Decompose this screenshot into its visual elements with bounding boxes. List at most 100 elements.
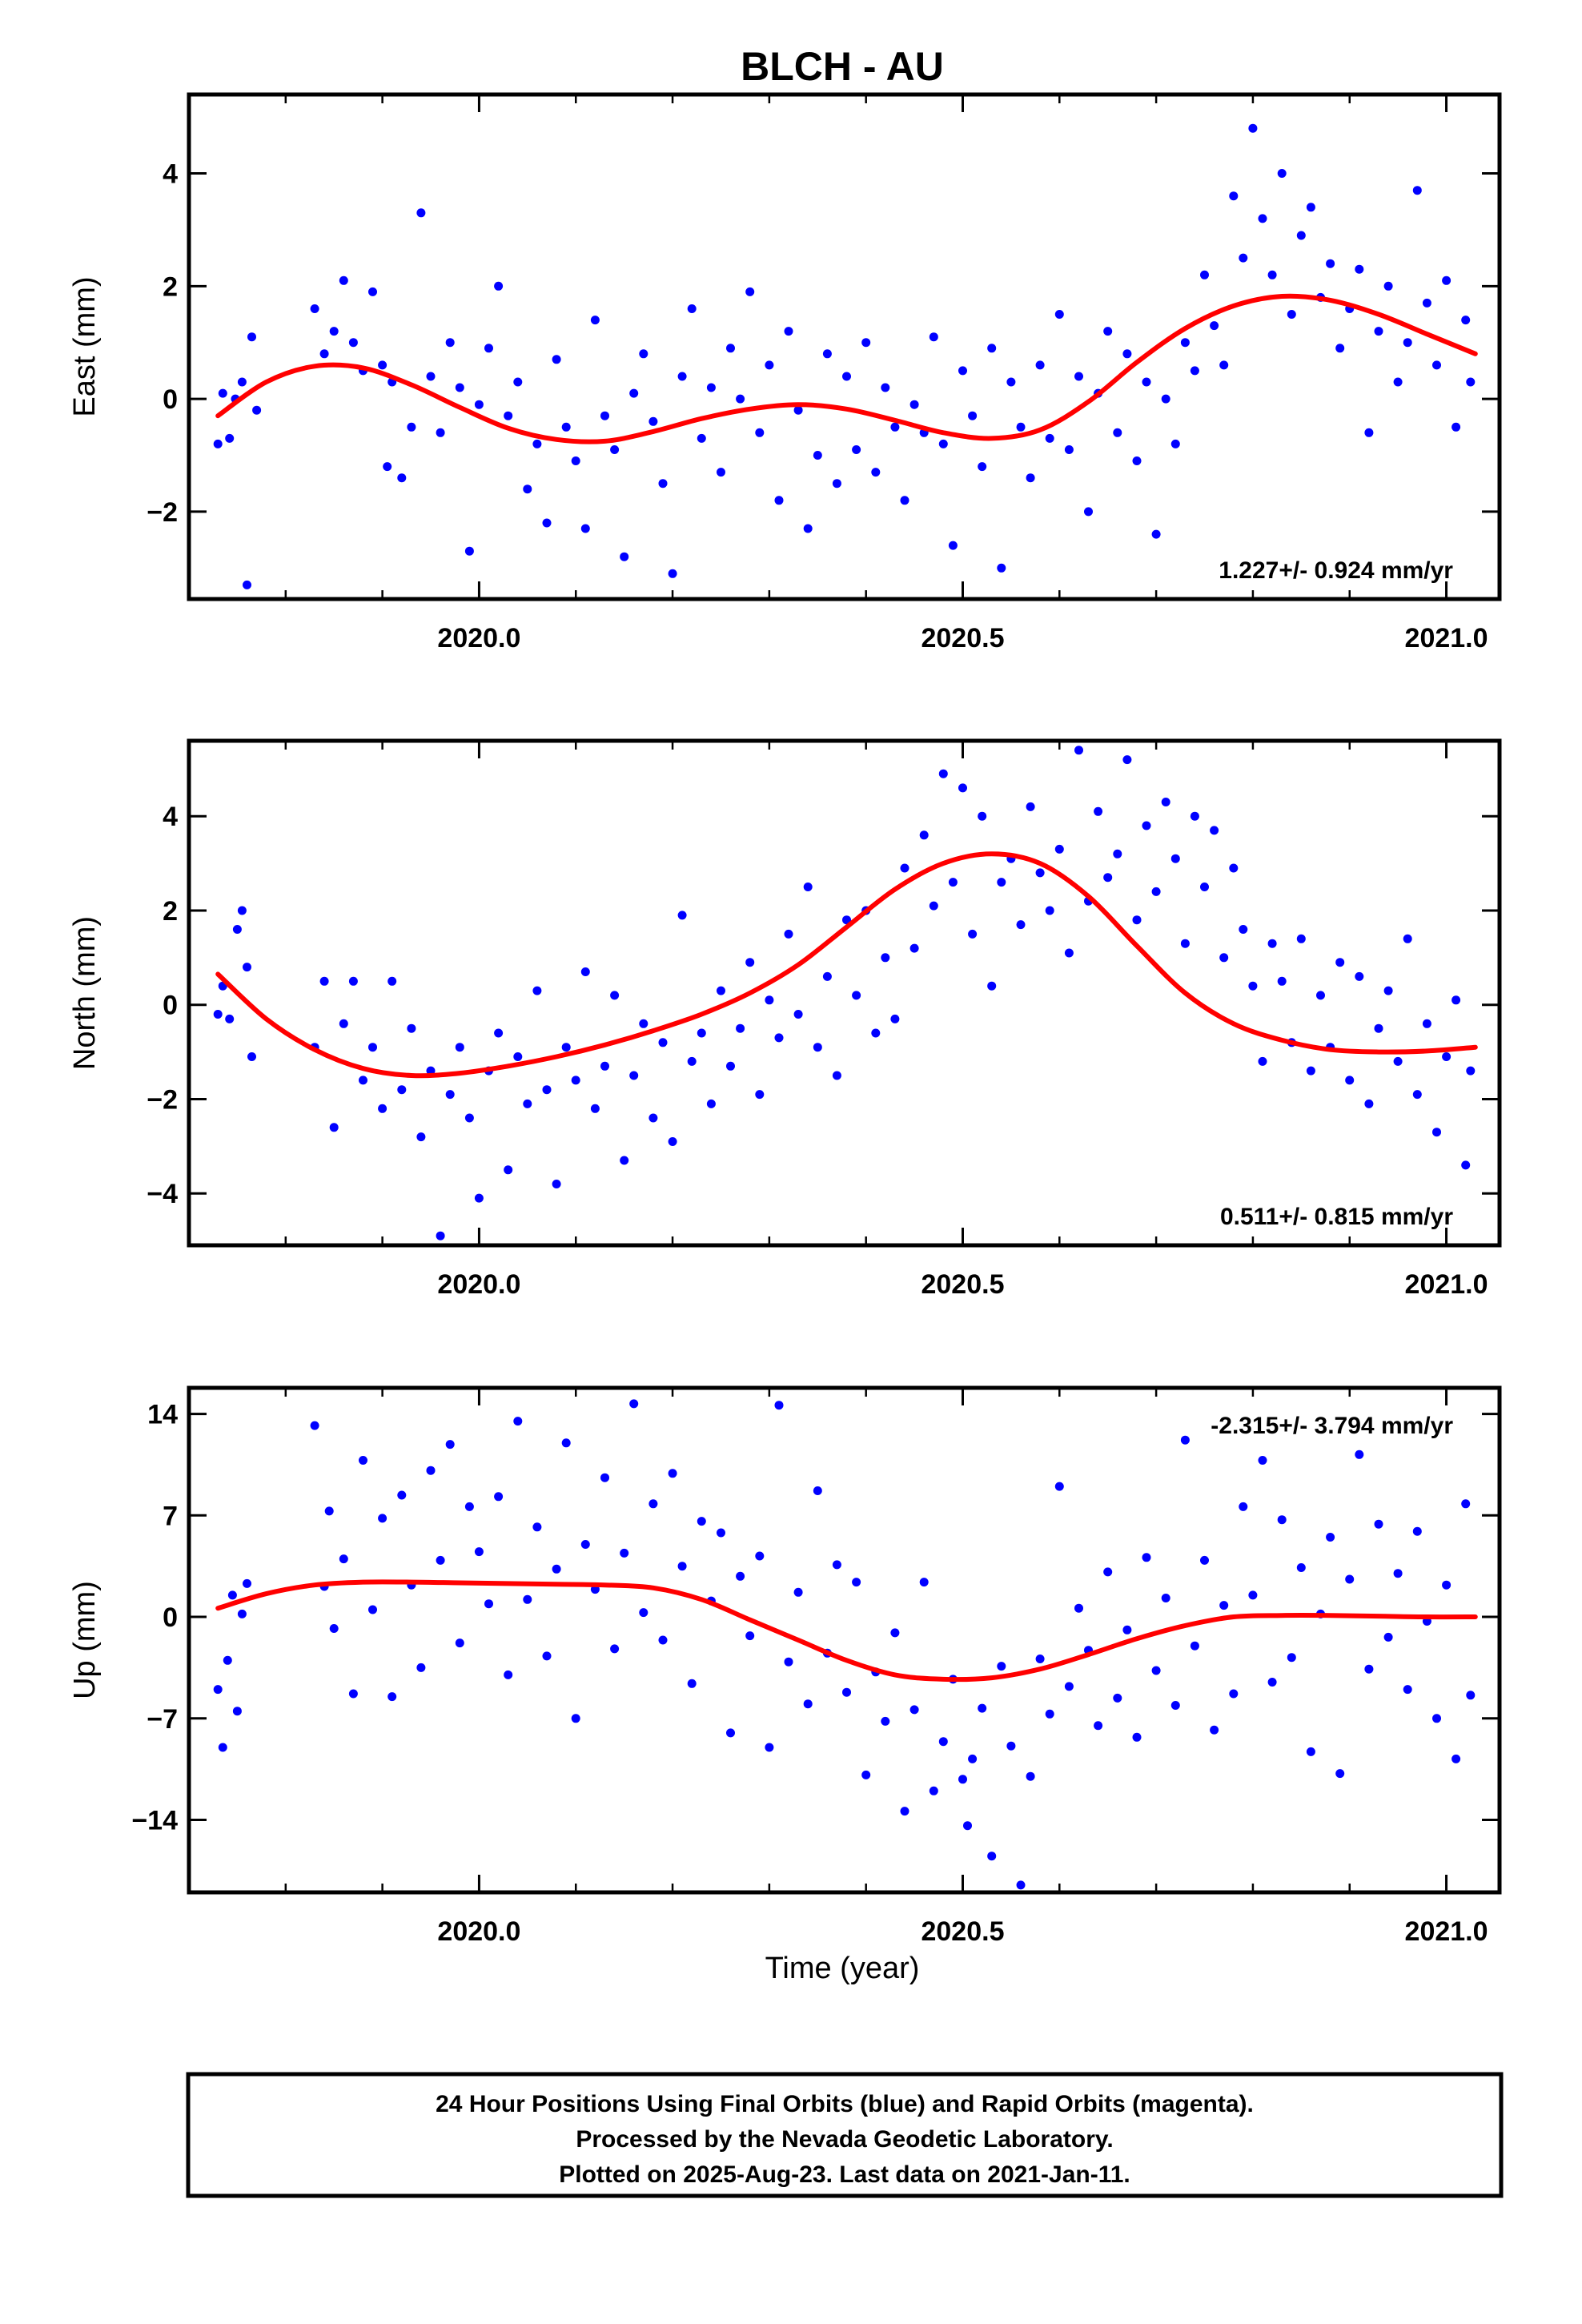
data-point <box>532 986 542 995</box>
data-point <box>1074 1603 1083 1613</box>
data-point <box>1316 991 1325 1000</box>
data-point <box>871 468 881 477</box>
data-point <box>736 1023 745 1033</box>
data-point <box>793 405 803 415</box>
data-point <box>1035 360 1045 370</box>
data-point <box>1026 1771 1035 1781</box>
data-point <box>717 1528 725 1538</box>
data-point <box>1412 186 1422 195</box>
data-point <box>368 1605 377 1614</box>
data-point <box>1132 915 1142 925</box>
data-points <box>213 123 1476 589</box>
data-point <box>1219 360 1229 370</box>
data-point <box>397 473 407 483</box>
data-point <box>852 991 861 1000</box>
data-point <box>1345 1076 1355 1085</box>
data-point <box>1113 428 1122 437</box>
data-point <box>243 580 251 589</box>
data-point <box>213 439 223 448</box>
y-tick-label: 4 <box>163 802 178 832</box>
data-point <box>1403 934 1412 943</box>
y-tick-label: −2 <box>147 1084 178 1115</box>
data-point <box>455 383 464 392</box>
data-point <box>494 1028 504 1038</box>
data-point <box>1094 806 1103 816</box>
data-point <box>1122 1625 1132 1634</box>
data-point <box>958 366 967 376</box>
data-point <box>1103 873 1113 883</box>
data-point <box>871 1028 881 1038</box>
data-point <box>484 344 493 353</box>
data-point <box>968 1754 978 1763</box>
data-point <box>504 411 513 420</box>
data-point <box>319 976 329 986</box>
x-tick-label: 2020.0 <box>437 1269 520 1300</box>
data-point <box>697 1517 706 1526</box>
data-point <box>861 1770 871 1779</box>
data-point <box>822 971 832 981</box>
data-point <box>1442 1580 1452 1590</box>
data-point <box>726 1061 735 1071</box>
data-point <box>900 863 909 873</box>
footer-box: 24 Hour Positions Using Final Orbits (bl… <box>186 2072 1504 2198</box>
y-tick-label: −2 <box>147 497 178 528</box>
data-point <box>784 929 793 939</box>
rate-annotation: -2.315+/- 3.794 mm/yr <box>1211 1413 1453 1439</box>
data-point <box>474 1547 484 1557</box>
data-point <box>1452 1754 1461 1763</box>
data-point <box>881 383 890 392</box>
data-point <box>523 1594 532 1604</box>
data-point <box>639 1019 648 1028</box>
data-point <box>629 1071 639 1080</box>
data-point <box>310 1421 319 1430</box>
data-point <box>1267 270 1277 279</box>
data-point <box>929 1786 938 1795</box>
data-point <box>310 304 319 313</box>
data-point <box>1393 1569 1403 1578</box>
data-point <box>523 1099 532 1108</box>
data-point <box>1229 1689 1239 1699</box>
data-point <box>658 1635 668 1645</box>
data-point <box>436 428 445 437</box>
data-point <box>561 1438 571 1448</box>
data-point <box>1074 372 1083 381</box>
data-point <box>803 1699 813 1709</box>
y-tick-label: 4 <box>163 159 178 190</box>
data-point <box>523 485 532 494</box>
data-point <box>1277 1515 1287 1525</box>
y-tick-label: 7 <box>163 1501 178 1531</box>
data-point <box>368 1043 377 1052</box>
data-point <box>455 1638 464 1648</box>
data-point <box>755 428 765 437</box>
data-point <box>225 1014 235 1023</box>
data-point <box>726 1728 735 1738</box>
data-point <box>648 1113 658 1123</box>
data-point <box>610 1644 620 1654</box>
data-point <box>765 995 774 1005</box>
data-point <box>793 1587 803 1597</box>
data-point <box>997 563 1006 573</box>
data-point <box>1442 1052 1452 1061</box>
data-point <box>1210 1725 1219 1735</box>
data-point <box>1180 1435 1190 1445</box>
plot-frame <box>187 738 1502 1248</box>
y-tick-label: −7 <box>147 1704 178 1735</box>
data-point <box>610 445 620 454</box>
chart-title: BLCH - AU <box>741 44 944 89</box>
data-point <box>958 783 967 793</box>
data-point <box>1267 939 1277 948</box>
x-tick-label: 2020.5 <box>921 1269 1004 1300</box>
data-point <box>736 1571 745 1581</box>
data-point <box>900 496 909 505</box>
data-point <box>978 1703 987 1713</box>
data-point <box>658 1038 668 1047</box>
data-point <box>1432 360 1441 370</box>
data-point <box>1190 811 1199 821</box>
data-point <box>1094 1721 1103 1731</box>
data-point <box>1084 507 1093 517</box>
data-point <box>1045 906 1054 915</box>
y-tick-label: 2 <box>163 896 178 927</box>
data-point <box>1045 1709 1054 1719</box>
data-point <box>648 1499 658 1509</box>
data-point <box>387 1692 397 1702</box>
